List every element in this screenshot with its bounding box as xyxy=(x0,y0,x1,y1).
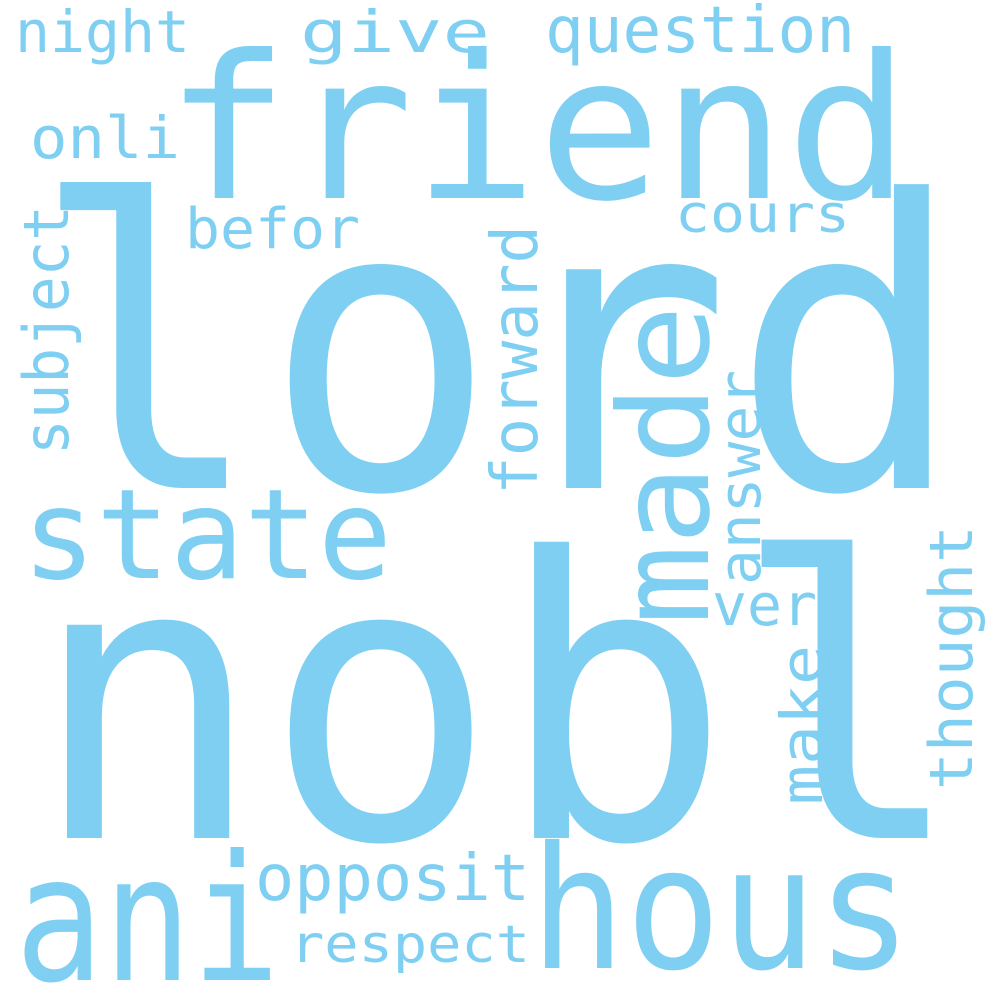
word-hous: hous xyxy=(530,811,912,1000)
word-befor: befor xyxy=(185,197,360,262)
word-opposit: opposit xyxy=(255,842,530,916)
word-make: make xyxy=(768,645,836,805)
word-veri: veri xyxy=(712,571,852,639)
word-cours: cours xyxy=(675,185,850,245)
word-nobl: nobl xyxy=(30,476,965,930)
word-lord: lord xyxy=(30,118,965,583)
word-forward: forward xyxy=(479,225,553,495)
word-onli: onli xyxy=(30,104,180,172)
word-question: question xyxy=(545,0,855,68)
word-answer: answer xyxy=(706,370,774,585)
word-ani: ani xyxy=(15,819,280,1000)
word-give: give xyxy=(300,0,490,66)
word-thought: thought xyxy=(917,525,987,790)
word-night: night xyxy=(15,0,190,66)
word-made: made xyxy=(593,305,738,625)
word-subject: subject xyxy=(10,205,83,455)
word-friend: friend xyxy=(165,13,910,246)
word-respect: respect xyxy=(290,915,530,975)
word-state: state xyxy=(22,463,392,608)
